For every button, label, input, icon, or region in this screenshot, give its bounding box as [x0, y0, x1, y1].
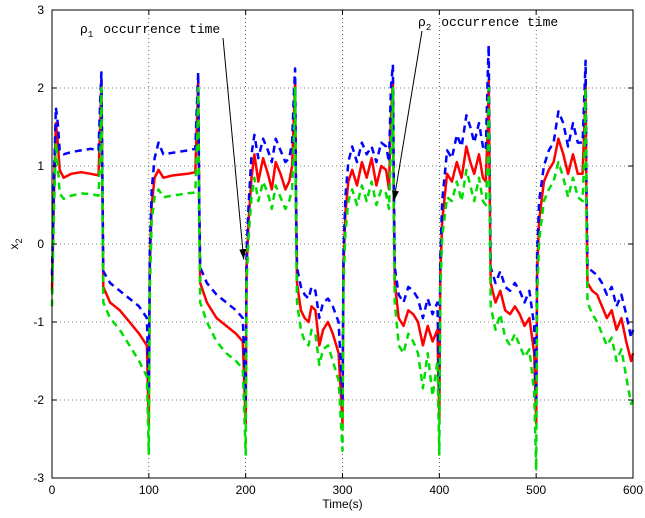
x-tick-label: 600 [623, 483, 643, 497]
annotation-symbol: ρ [80, 22, 88, 37]
annotation-arrowhead-1 [239, 248, 247, 260]
annotation-label-1: ρ1 occurrence time [80, 22, 220, 40]
y-tick-label: 2 [37, 81, 44, 95]
x-tick-label: 0 [49, 483, 56, 497]
x-tick-label: 400 [429, 483, 449, 497]
y-tick-label: 0 [37, 237, 44, 251]
y-axis-label-subscript: 2 [14, 238, 24, 243]
annotation-subscript: 1 [88, 30, 93, 40]
annotation-text: occurrence time [441, 15, 558, 30]
y-axis-label-main: x [7, 244, 21, 250]
y-tick-label: -3 [33, 471, 44, 485]
annotation-text: occurrence time [103, 22, 220, 37]
y-axis-label: x2 [7, 238, 24, 249]
y-tick-label: 1 [37, 159, 44, 173]
x-tick-label: 500 [526, 483, 546, 497]
series-layer [50, 43, 635, 472]
y-tick-label: -2 [33, 393, 44, 407]
annotation-label-2: ρ2 occurrence time [418, 15, 558, 33]
y-tick-label: 3 [37, 3, 44, 17]
series-line-2 [50, 43, 635, 402]
x-tick-label: 300 [332, 483, 352, 497]
series-line-3 [50, 86, 635, 472]
x-tick-label: 100 [139, 483, 159, 497]
annotation-subscript: 2 [426, 23, 431, 33]
x-tick-label: 200 [236, 483, 256, 497]
axis-ticks: 0 100 200 300 400 500 600 -3 -2 -1 0 1 2 3 [33, 3, 643, 497]
annotation-arrow-1 [222, 37, 245, 260]
annotation-symbol: ρ [418, 15, 426, 30]
annotations: ρ1 occurrence time ρ2 occurrence time [80, 15, 558, 260]
x-axis-label: Time(s) [322, 497, 362, 511]
annotation-arrowhead-2 [392, 190, 399, 202]
annotation-arrow-2 [393, 30, 423, 202]
y-tick-label: -1 [33, 315, 44, 329]
